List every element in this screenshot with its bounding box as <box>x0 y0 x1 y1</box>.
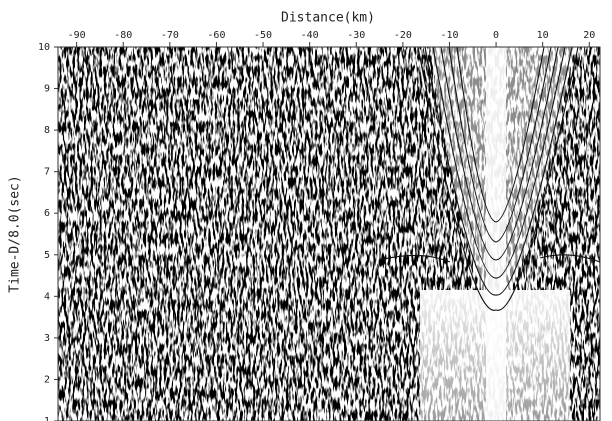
x-tick-label: 0 <box>493 30 499 41</box>
y-tick-label: 3 <box>44 333 50 344</box>
y-tick-label: 9 <box>44 84 50 95</box>
x-tick-label: -20 <box>394 30 412 41</box>
x-tick-label: -10 <box>440 30 458 41</box>
x-tick-label: -90 <box>68 30 86 41</box>
x-tick-label: -50 <box>254 30 272 41</box>
arrival-curves <box>379 46 601 311</box>
y-tick-label: 8 <box>44 125 50 136</box>
x-tick-label: -60 <box>207 30 225 41</box>
y-tick-label: 1 <box>44 416 50 421</box>
y-tick-label: 4 <box>44 291 50 302</box>
plot-area <box>57 46 601 421</box>
x-tick-label: 20 <box>583 30 595 41</box>
x-tick-label: -40 <box>301 30 319 41</box>
y-tick-label: 10 <box>38 42 50 53</box>
near-offset-gap <box>486 47 506 421</box>
x-tick-label: -80 <box>114 30 132 41</box>
x-axis-label: Distance(km) <box>281 11 375 26</box>
y-tick-label: 6 <box>44 208 50 219</box>
x-tick-label: -70 <box>161 30 179 41</box>
x-tick-label: -30 <box>347 30 365 41</box>
y-tick-label: 7 <box>44 167 50 178</box>
y-tick-label: 2 <box>44 374 50 385</box>
plot-frame <box>57 46 601 421</box>
y-tick-label: 5 <box>44 250 50 261</box>
y-axis-label: Time-D/8.0(sec) <box>8 175 23 292</box>
x-tick-label: 10 <box>537 30 549 41</box>
